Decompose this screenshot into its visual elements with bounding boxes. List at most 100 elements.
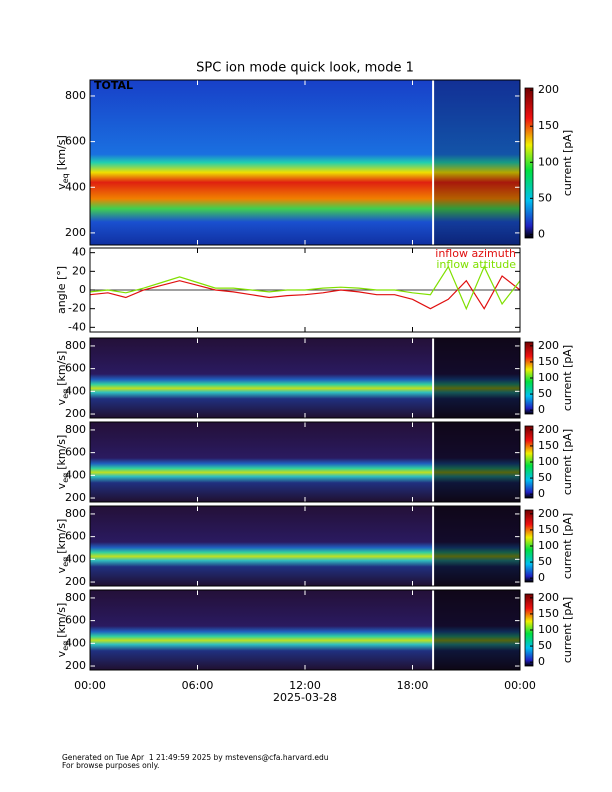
y-tick-label: 600 bbox=[65, 614, 86, 627]
x-tick-label: 00:00 bbox=[74, 679, 106, 692]
y-label-subscript: eq bbox=[61, 641, 70, 651]
y-label-subscript: eq bbox=[61, 473, 70, 483]
y-label-symbol: v bbox=[55, 650, 68, 657]
footer: For browse purposes only. bbox=[62, 761, 159, 770]
colorbar-tick-label: 200 bbox=[538, 339, 559, 352]
colorbar-label: current [pA] bbox=[561, 130, 574, 196]
y-label-unit: [km/s] bbox=[55, 135, 68, 170]
y-tick-label: 800 bbox=[65, 89, 86, 102]
colorbar-tick-label: 200 bbox=[538, 507, 559, 520]
footer: Generated on Tue Apr 1 21:49:59 2025 by … bbox=[62, 753, 329, 762]
panel-frame bbox=[89, 505, 521, 587]
colorbar bbox=[524, 87, 534, 239]
colorbar-tick-label: 100 bbox=[538, 623, 559, 636]
colorbar-tick-label: 200 bbox=[538, 591, 559, 604]
y-tick-label: 200 bbox=[65, 659, 86, 672]
angle-line bbox=[89, 275, 521, 310]
colorbar-tick-label: 50 bbox=[538, 555, 552, 568]
y-tick-label: 200 bbox=[65, 407, 86, 420]
spectrogram-shade bbox=[433, 80, 520, 245]
legend-label: inflow attitude bbox=[436, 258, 516, 271]
y-tick-label: 600 bbox=[65, 530, 86, 543]
x-tick-label: 12:00 bbox=[289, 679, 321, 692]
y-label-symbol: v bbox=[55, 566, 68, 573]
colorbar-tick-label: 50 bbox=[538, 471, 552, 484]
y-label-symbol: v bbox=[55, 398, 68, 405]
y-tick-label: 800 bbox=[65, 423, 86, 436]
colorbar-tick-label: 200 bbox=[538, 83, 559, 96]
colorbar-tick-label: 150 bbox=[538, 119, 559, 132]
spectrogram bbox=[90, 80, 520, 245]
y-axis-label: angle [°] bbox=[55, 266, 68, 314]
panel-label: TOTAL bbox=[94, 79, 133, 92]
y-tick-label: -40 bbox=[68, 320, 86, 333]
y-tick-label: 800 bbox=[65, 591, 86, 604]
y-tick-label: 0 bbox=[79, 283, 86, 296]
colorbar-tick-label: 0 bbox=[538, 403, 545, 416]
panel-frame bbox=[89, 337, 521, 419]
y-tick-label: 200 bbox=[65, 226, 86, 239]
y-axis-label: veq [km/s] bbox=[55, 351, 70, 406]
y-label-symbol: v bbox=[55, 183, 68, 190]
x-tick-label: 06:00 bbox=[182, 679, 214, 692]
x-tick-label: 00:00 bbox=[504, 679, 536, 692]
y-tick-label: 200 bbox=[65, 491, 86, 504]
y-tick-label: 20 bbox=[72, 264, 86, 277]
y-label-unit: [km/s] bbox=[55, 351, 68, 386]
colorbar-tick-label: 0 bbox=[538, 571, 545, 584]
y-tick-label: 600 bbox=[65, 446, 86, 459]
y-axis-label: veq [km/s] bbox=[55, 135, 70, 190]
colorbar-tick-label: 150 bbox=[538, 523, 559, 536]
y-axis-label: veq [km/s] bbox=[55, 603, 70, 658]
colorbar-tick-label: 150 bbox=[538, 355, 559, 368]
y-label-unit: [km/s] bbox=[55, 519, 68, 554]
colorbar-label: current [pA] bbox=[561, 597, 574, 663]
angle-line bbox=[89, 265, 521, 311]
y-tick-label: 400 bbox=[65, 384, 86, 397]
legend-label: inflow azimuth bbox=[435, 247, 516, 260]
y-tick-label: 40 bbox=[72, 246, 86, 259]
colorbar-tick-label: 50 bbox=[538, 191, 552, 204]
x-axis-label: 2025-03-28 bbox=[273, 691, 337, 704]
y-tick-label: 600 bbox=[65, 362, 86, 375]
panel-frame bbox=[89, 79, 521, 246]
colorbar-tick-label: 100 bbox=[538, 455, 559, 468]
spectrogram-shade bbox=[433, 506, 520, 586]
x-tick-label: 18:00 bbox=[397, 679, 429, 692]
y-axis-label: veq [km/s] bbox=[55, 435, 70, 490]
y-label-subscript: eq bbox=[61, 389, 70, 399]
colorbar-tick-label: 0 bbox=[538, 487, 545, 500]
colorbar-tick-label: 0 bbox=[538, 655, 545, 668]
y-tick-label: 600 bbox=[65, 135, 86, 148]
y-tick-label: 400 bbox=[65, 552, 86, 565]
y-label-subscript: eq bbox=[61, 173, 70, 183]
y-tick-label: 800 bbox=[65, 339, 86, 352]
y-label-unit: [km/s] bbox=[55, 603, 68, 638]
colorbar-tick-label: 150 bbox=[538, 439, 559, 452]
colorbar-tick-label: 200 bbox=[538, 423, 559, 436]
colorbar-tick-label: 100 bbox=[538, 539, 559, 552]
colorbar-tick-label: 100 bbox=[538, 371, 559, 384]
colorbar-tick-label: 100 bbox=[538, 155, 559, 168]
spectrogram-shade bbox=[433, 338, 520, 418]
spectrogram-shade bbox=[433, 422, 520, 502]
colorbar-tick-label: 50 bbox=[538, 387, 552, 400]
y-label-unit: [km/s] bbox=[55, 435, 68, 470]
y-label-symbol: v bbox=[55, 482, 68, 489]
y-tick-label: 400 bbox=[65, 468, 86, 481]
y-tick-label: 800 bbox=[65, 507, 86, 520]
y-tick-label: -20 bbox=[68, 302, 86, 315]
y-axis-label: veq [km/s] bbox=[55, 519, 70, 574]
y-tick-label: 200 bbox=[65, 575, 86, 588]
y-tick-label: 400 bbox=[65, 180, 86, 193]
title: SPC ion mode quick look, mode 1 bbox=[196, 61, 414, 76]
colorbar-tick-label: 0 bbox=[538, 227, 545, 240]
colorbar-label: current [pA] bbox=[561, 345, 574, 411]
panel-frame bbox=[89, 247, 521, 333]
colorbar-tick-label: 50 bbox=[538, 639, 552, 652]
y-label-subscript: eq bbox=[61, 557, 70, 567]
panel-frame bbox=[89, 589, 521, 671]
spectrogram-shade bbox=[433, 590, 520, 670]
colorbar-label: current [pA] bbox=[561, 429, 574, 495]
